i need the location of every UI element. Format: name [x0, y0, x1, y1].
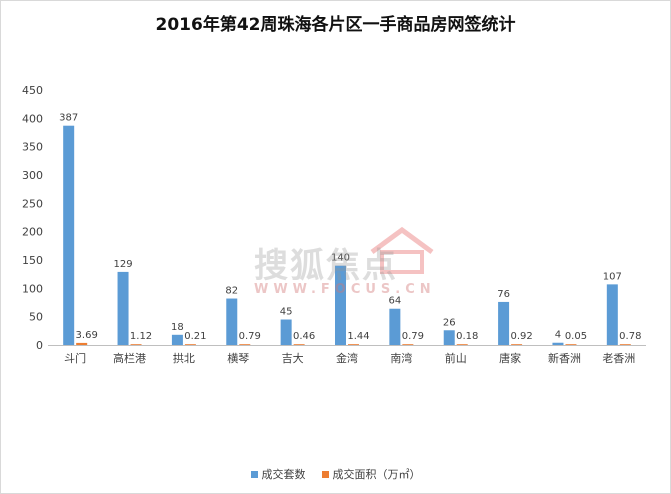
y-tick-label: 300	[22, 169, 43, 182]
x-tick-label: 斗门	[64, 351, 86, 365]
y-tick-label: 100	[22, 282, 43, 295]
y-tick-label: 50	[29, 311, 43, 324]
data-label: 0.79	[402, 331, 424, 342]
data-label: 18	[171, 322, 184, 333]
chart-title: 2016年第42周珠海各片区一手商品房网签统计	[155, 15, 516, 35]
data-label: 0.18	[456, 331, 478, 342]
x-tick-label: 吉大	[282, 351, 304, 365]
y-tick-label: 250	[22, 197, 43, 210]
x-tick-label: 唐家	[499, 351, 521, 365]
watermark-text: 搜狐焦点	[254, 246, 398, 286]
bar-units	[335, 265, 346, 345]
bar-area	[184, 344, 196, 345]
data-label: 1.12	[130, 331, 152, 342]
data-label: 0.78	[619, 331, 641, 342]
bar-units	[117, 271, 129, 345]
bar-area	[456, 344, 468, 345]
bar-units	[443, 330, 455, 345]
bar-area	[293, 344, 305, 345]
data-label: 0.79	[239, 331, 261, 342]
bar-units	[552, 342, 564, 345]
bar-area	[76, 342, 88, 345]
y-tick-label: 200	[22, 226, 43, 239]
data-label: 0.05	[565, 331, 587, 342]
y-tick-label: 0	[36, 339, 43, 352]
data-label: 140	[331, 253, 350, 264]
data-label: 1.44	[347, 331, 369, 342]
bar-units	[226, 298, 238, 345]
house-icon	[370, 226, 434, 274]
data-label: 129	[113, 259, 132, 270]
bar-area	[402, 344, 414, 345]
data-label: 0.46	[293, 331, 315, 342]
x-tick-label: 老香洲	[602, 352, 635, 365]
data-label: 3.69	[76, 330, 98, 341]
y-tick-label: 400	[22, 112, 43, 125]
bar-units	[606, 284, 618, 345]
x-tick-label: 前山	[445, 351, 467, 365]
bar-units	[389, 308, 401, 345]
bar-units	[63, 125, 75, 345]
x-tick-label: 金湾	[336, 351, 358, 365]
data-label: 64	[388, 296, 401, 307]
data-label: 45	[280, 307, 293, 318]
watermark-logo: 搜狐焦点 WWW.FOCUS.CN	[248, 226, 438, 306]
bar-area	[348, 344, 359, 345]
legend-swatch	[321, 471, 329, 478]
legend-item: 成交套数	[250, 466, 306, 482]
bar-units	[280, 319, 292, 345]
legend-swatch	[250, 471, 258, 478]
bar-area	[619, 344, 631, 345]
data-label: 107	[603, 271, 622, 282]
data-label: 26	[443, 317, 456, 328]
bar-area	[239, 344, 251, 345]
x-tick-label: 横琴	[227, 351, 249, 365]
legend-label: 成交套数	[261, 468, 306, 481]
bar-area	[130, 344, 142, 345]
legend-label: 成交面积（万㎡）	[332, 468, 421, 481]
x-tick-label: 高栏港	[113, 351, 146, 365]
x-tick-label: 新香洲	[548, 351, 581, 365]
data-label: 0.21	[184, 331, 206, 342]
y-tick-label: 150	[22, 254, 43, 267]
x-tick-label: 南湾	[390, 351, 412, 365]
chart-legend: 成交套数 成交面积（万㎡）	[0, 466, 671, 482]
data-label: 387	[59, 113, 78, 124]
y-tick-label: 450	[22, 84, 43, 97]
y-tick-label: 350	[22, 141, 43, 154]
legend-item: 成交面积（万㎡）	[321, 466, 421, 482]
bar-area	[511, 344, 523, 345]
bar-area	[565, 344, 577, 345]
data-label: 4	[555, 330, 561, 341]
bar-units	[498, 301, 510, 345]
watermark-url: WWW.FOCUS.CN	[254, 282, 436, 297]
data-label: 0.92	[510, 331, 532, 342]
data-label: 82	[225, 286, 238, 297]
bar-units	[171, 334, 183, 345]
data-label: 76	[497, 289, 510, 300]
x-tick-label: 拱北	[173, 351, 195, 365]
